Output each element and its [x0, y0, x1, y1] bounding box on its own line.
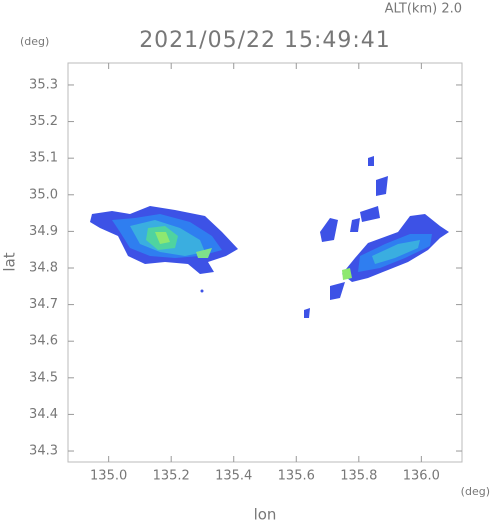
y-tick-label: 34.3 — [29, 444, 58, 459]
x-tick-label: 135.8 — [340, 469, 377, 484]
x-tick-label: 135.0 — [90, 469, 127, 484]
y-axis-label: lat — [1, 252, 19, 271]
x-unit: (deg) — [461, 485, 490, 498]
plot-frame — [67, 62, 463, 463]
x-axis-label: lon — [254, 506, 277, 521]
y-tick-label: 34.4 — [29, 407, 58, 422]
y-tick-label: 35.2 — [29, 114, 58, 129]
y-tick-label: 35.3 — [29, 77, 58, 92]
y-tick-label: 35.0 — [29, 187, 58, 202]
x-tick-label: 135.2 — [153, 469, 190, 484]
y-tick-label: 34.9 — [29, 224, 58, 239]
x-tick-label: 135.4 — [215, 469, 252, 484]
altitude-label: ALT(km) 2.0 — [385, 2, 462, 17]
chart-title: 2021/05/22 15:49:41 — [139, 28, 391, 53]
y-tick-label: 34.7 — [29, 297, 58, 312]
x-tick-label: 136.0 — [403, 469, 440, 484]
y-tick-label: 34.5 — [29, 370, 58, 385]
echo-left — [90, 206, 238, 293]
y-tick-label: 34.6 — [29, 334, 58, 349]
echo-right — [304, 156, 449, 318]
x-tick-label: 135.6 — [278, 469, 315, 484]
y-unit: (deg) — [20, 35, 49, 48]
y-tick-label: 34.8 — [29, 260, 58, 275]
y-tick-label: 35.1 — [29, 151, 58, 166]
